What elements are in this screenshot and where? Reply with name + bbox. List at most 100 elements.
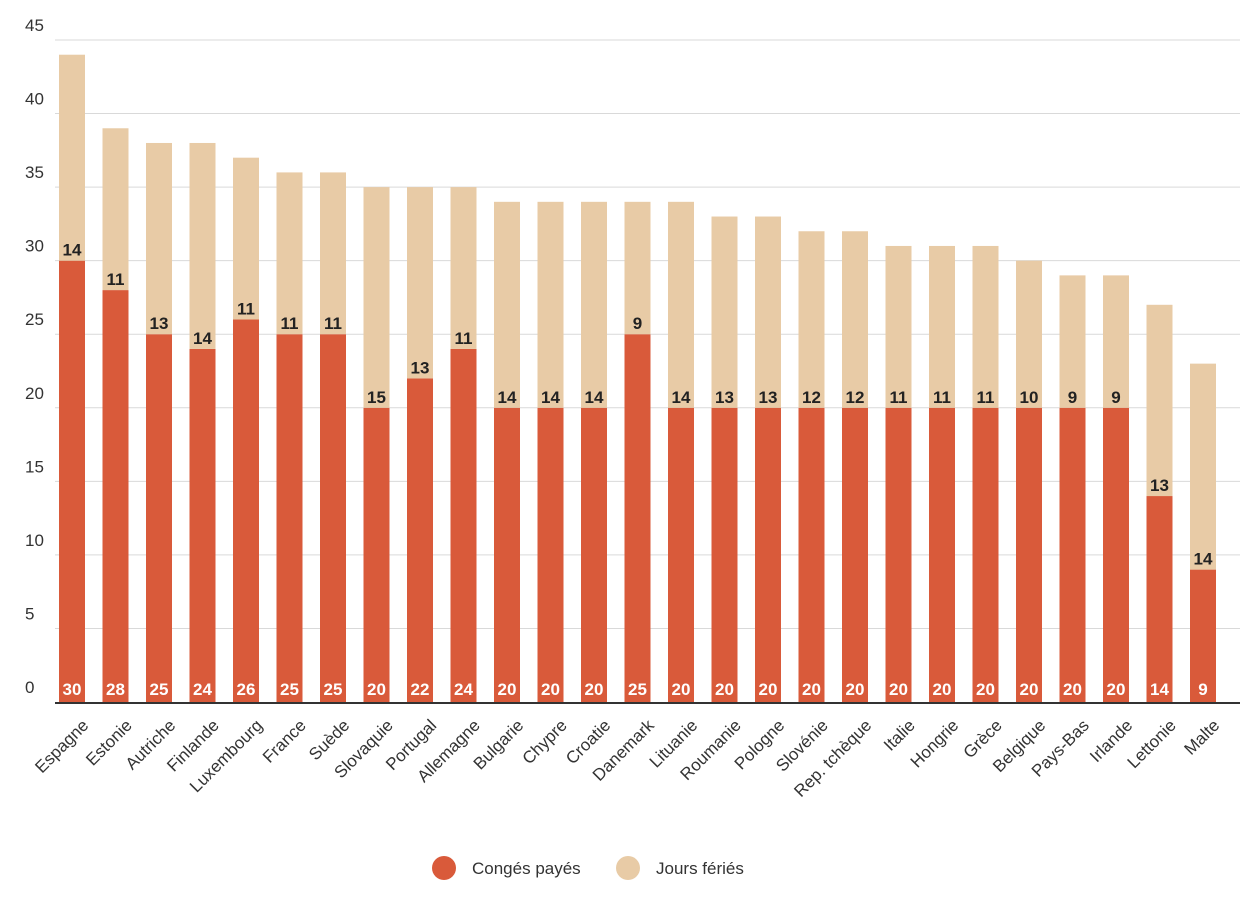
bar-jours-feries [668, 201, 694, 408]
bar-conges-payes [624, 334, 651, 702]
x-category-label: Hongrie [907, 716, 963, 772]
bar-conges-payes [1016, 407, 1042, 702]
bar-jours-feries [842, 231, 868, 408]
bar-jours-feries [494, 201, 520, 408]
value-label-jours-feries: 13 [759, 388, 778, 407]
value-label-jours-feries: 9 [1111, 388, 1120, 407]
bar-conges-payes [407, 378, 433, 702]
bar-conges-payes [929, 407, 955, 702]
value-label-conges-payes: 20 [802, 680, 821, 699]
value-label-jours-feries: 11 [237, 300, 255, 319]
value-label-conges-payes: 28 [106, 680, 125, 699]
bar-conges-payes [102, 290, 129, 702]
value-label-jours-feries: 14 [498, 388, 517, 407]
value-label-jours-feries: 15 [367, 388, 386, 407]
x-category-label: Lettonie [1124, 716, 1180, 772]
bar-conges-payes [798, 407, 825, 702]
bar-conges-payes [320, 334, 346, 702]
bar-conges-payes [1146, 496, 1173, 702]
legend: Congés payés Jours fériés [432, 856, 744, 880]
value-label-jours-feries: 14 [63, 241, 82, 260]
value-label-jours-feries: 14 [585, 388, 604, 407]
y-tick-label: 45 [25, 16, 44, 35]
bar-jours-feries [624, 201, 651, 335]
legend-swatch [432, 856, 456, 880]
bar-jours-feries [233, 157, 259, 320]
x-axis: EspagneEstonieAutricheFinlandeLuxembourg… [31, 702, 1240, 801]
bar-jours-feries [1016, 260, 1042, 408]
value-label-jours-feries: 14 [193, 329, 212, 348]
y-tick-label: 15 [25, 457, 44, 476]
bar-jours-feries [189, 142, 216, 349]
value-label-jours-feries: 12 [802, 388, 821, 407]
bar-conges-payes [581, 407, 607, 702]
value-label-conges-payes: 24 [454, 680, 473, 699]
bar-jours-feries [711, 216, 738, 408]
y-tick-label: 5 [25, 604, 34, 623]
bar-jours-feries [972, 245, 999, 408]
bar-conges-payes [189, 348, 216, 702]
bar-conges-payes [1103, 407, 1129, 702]
bar-jours-feries [537, 201, 564, 408]
value-label-jours-feries: 11 [890, 388, 908, 407]
bar-jours-feries [885, 245, 912, 408]
value-label-jours-feries: 9 [633, 314, 642, 333]
value-label-conges-payes: 20 [1063, 680, 1082, 699]
value-label-jours-feries: 13 [1150, 476, 1169, 495]
value-label-conges-payes: 20 [367, 680, 386, 699]
y-tick-label: 25 [25, 310, 44, 329]
bar-jours-feries [102, 128, 129, 291]
bars: 30 14 28 11 25 13 24 14 26 11 25 11 25 11 20 15 22 13 24 11… [59, 54, 1216, 702]
value-label-jours-feries: 10 [1020, 388, 1039, 407]
bar-conges-payes [233, 319, 259, 702]
bar-jours-feries [755, 216, 781, 408]
value-label-conges-payes: 20 [933, 680, 952, 699]
bar-conges-payes [842, 407, 868, 702]
value-label-jours-feries: 11 [324, 314, 342, 333]
bar-conges-payes [363, 407, 390, 702]
value-label-jours-feries: 14 [541, 388, 560, 407]
x-category-label: Italie [880, 716, 919, 755]
value-label-conges-payes: 20 [541, 680, 560, 699]
value-label-conges-payes: 25 [628, 680, 647, 699]
value-label-conges-payes: 20 [1020, 680, 1039, 699]
value-label-conges-payes: 20 [846, 680, 865, 699]
value-label-jours-feries: 14 [672, 388, 691, 407]
value-label-conges-payes: 20 [715, 680, 734, 699]
bar-jours-feries [59, 54, 85, 261]
bar-jours-feries [450, 187, 477, 349]
value-label-conges-payes: 22 [411, 680, 430, 699]
value-label-jours-feries: 11 [455, 329, 473, 348]
bar-jours-feries [929, 245, 955, 408]
bar-jours-feries [1146, 304, 1173, 497]
bar-conges-payes [450, 348, 477, 702]
value-label-conges-payes: 9 [1198, 680, 1207, 699]
value-label-jours-feries: 13 [150, 314, 169, 333]
value-label-conges-payes: 30 [63, 680, 82, 699]
bar-jours-feries [276, 172, 303, 335]
bar-jours-feries [407, 187, 433, 379]
bar-jours-feries [363, 187, 390, 408]
value-label-conges-payes: 26 [237, 680, 256, 699]
value-label-conges-payes: 14 [1150, 680, 1169, 699]
value-label-jours-feries: 11 [977, 388, 995, 407]
value-label-conges-payes: 20 [976, 680, 995, 699]
value-label-jours-feries: 13 [715, 388, 734, 407]
bar-conges-payes [755, 407, 781, 702]
value-label-conges-payes: 25 [150, 680, 169, 699]
bar-conges-payes [1059, 407, 1086, 702]
bar-jours-feries [1190, 363, 1216, 570]
bar-jours-feries [798, 231, 825, 408]
value-label-jours-feries: 11 [107, 270, 125, 289]
x-category-label: Espagne [31, 716, 92, 777]
bar-jours-feries [1103, 275, 1129, 408]
x-category-label: Rep. tchèque [790, 716, 875, 801]
value-label-conges-payes: 20 [672, 680, 691, 699]
bar-conges-payes [59, 260, 85, 702]
value-label-jours-feries: 11 [281, 314, 299, 333]
bar-jours-feries [581, 201, 607, 408]
y-tick-label: 0 [25, 678, 34, 697]
bar-conges-payes [537, 407, 564, 702]
value-label-conges-payes: 20 [498, 680, 517, 699]
